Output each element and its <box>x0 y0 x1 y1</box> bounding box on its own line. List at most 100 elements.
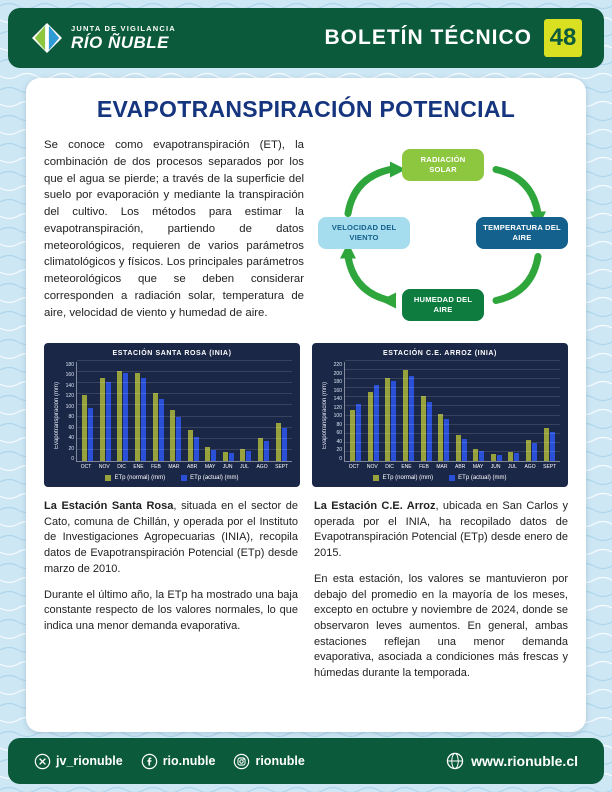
x-tick-label: JUL <box>508 464 517 470</box>
social-link-instagram[interactable]: rionuble <box>233 753 305 770</box>
bulletin-heading: BOLETÍN TÉCNICO 48 <box>325 19 582 57</box>
y-tick-label: 60 <box>68 424 74 431</box>
diagram-node-radiacion-solar: RADIACIÓN SOLAR <box>402 149 484 181</box>
y-tick-label: 60 <box>336 430 342 437</box>
y-tick-label: 180 <box>333 379 342 386</box>
y-tick-label: 20 <box>68 445 74 452</box>
bar-group <box>99 377 111 461</box>
diagram-node-humedad-aire: HUMEDAD DEL AIRE <box>402 289 484 321</box>
x-icon <box>34 753 51 769</box>
gridline <box>77 448 292 450</box>
org-name-line2: RÍO ÑUBLE <box>71 32 169 52</box>
bar-group <box>473 449 485 461</box>
gridline <box>345 378 560 380</box>
social-handle: rio.nuble <box>162 754 216 768</box>
bar-group <box>240 448 252 461</box>
x-tick-label: MAR <box>436 464 448 470</box>
legend-label: ETp (normal) (mm) <box>114 475 166 481</box>
y-tick-label: 0 <box>71 455 74 462</box>
bar-group <box>438 413 450 461</box>
y-tick-label: 120 <box>333 404 342 411</box>
bar <box>444 419 450 461</box>
x-tick-label: AGO <box>256 464 268 470</box>
legend-label: ETp (actual) (mm) <box>190 475 239 481</box>
bar-group <box>82 395 94 461</box>
y-tick-label: 80 <box>68 414 74 421</box>
gridline <box>77 371 292 373</box>
gridline <box>345 369 560 371</box>
bar <box>532 442 538 461</box>
article-paragraph: En esta estación, los valores se mantuvi… <box>314 572 568 680</box>
bar <box>403 370 409 461</box>
bar <box>490 453 496 461</box>
gridline <box>345 450 560 452</box>
bar <box>211 449 217 461</box>
gridline <box>345 423 560 425</box>
gridline <box>77 415 292 417</box>
bar-group <box>187 430 199 461</box>
bar <box>258 437 264 461</box>
chart-santa-rosa: ESTACIÓN SANTA ROSA (INIA) Evapotranspir… <box>44 343 300 487</box>
x-tick-label: OCT <box>80 464 92 470</box>
bar <box>240 448 246 461</box>
diagram-column: RADIACIÓN SOLAR TEMPERATURA DEL AIRE HUM… <box>318 137 568 333</box>
legend-item: ETp (normal) (mm) <box>105 475 165 481</box>
gridline <box>77 437 292 439</box>
bar-group <box>350 403 362 461</box>
gridline <box>345 414 560 416</box>
bar <box>514 452 520 461</box>
bar <box>82 395 88 461</box>
bar-group <box>170 409 182 461</box>
y-tick-label: 200 <box>333 370 342 377</box>
gridline <box>345 387 560 389</box>
bar <box>496 454 502 461</box>
header-bar: JUNTA DE VIGILANCIA RÍO ÑUBLE BOLETÍN TÉ… <box>8 8 604 68</box>
y-axis-label: Evapotranspiración (mm) <box>321 382 328 450</box>
bar-series <box>345 362 560 461</box>
bar <box>88 407 94 461</box>
gridline <box>345 396 560 398</box>
x-tick-label: SEPT <box>543 464 557 470</box>
x-tick-label: ENE <box>133 464 144 470</box>
bar <box>158 398 164 461</box>
gridline <box>345 441 560 443</box>
plot-area <box>344 360 560 462</box>
bar <box>222 452 228 461</box>
bar <box>409 375 415 461</box>
bar-group <box>403 370 415 461</box>
bar-group <box>526 440 538 461</box>
x-tick-label: NOV <box>366 464 378 470</box>
legend-swatch <box>105 475 112 481</box>
charts-section: ESTACIÓN SANTA ROSA (INIA) Evapotranspir… <box>44 343 568 487</box>
x-tick-label: NOV <box>98 464 110 470</box>
intro-section: Se conoce como evapotranspiración (ET), … <box>44 137 568 333</box>
article-lead: La Estación Santa Rosa <box>44 500 174 512</box>
bar <box>385 378 391 461</box>
bar <box>356 403 362 461</box>
x-tick-label: OCT <box>348 464 360 470</box>
bar <box>228 453 234 461</box>
article-santa-rosa: La Estación Santa Rosa, situada en el se… <box>44 499 298 682</box>
social-link-facebook[interactable]: rio.nuble <box>141 753 216 770</box>
x-tick-label: JUN <box>222 464 233 470</box>
bulletin-number-badge: 48 <box>544 19 582 57</box>
instagram-icon <box>234 753 250 769</box>
y-tick-label: 20 <box>336 447 342 454</box>
bar-group <box>385 378 397 461</box>
chart-title: ESTACIÓN SANTA ROSA (INIA) <box>112 350 232 357</box>
bar <box>479 451 485 461</box>
bar <box>426 401 432 461</box>
y-axis-ticks: 220 200 180 160 140 120 100 80 60 40 20 0 <box>329 362 344 462</box>
bar-group <box>205 447 217 461</box>
chart-legend: ETp (normal) (mm) ETp (actual) (mm) <box>320 475 560 481</box>
plot-area <box>76 360 292 462</box>
website-link[interactable]: www.rionuble.cl <box>446 752 578 770</box>
x-tick-label: MAY <box>472 464 484 470</box>
articles-section: La Estación Santa Rosa, situada en el se… <box>44 499 568 682</box>
bar <box>373 384 379 461</box>
chart-ce-arroz: ESTACIÓN C.E. ARROZ (INIA) Evapotranspir… <box>312 343 568 487</box>
gridline <box>77 426 292 428</box>
social-link-x[interactable]: jv_rionuble <box>34 753 123 770</box>
legend-item: ETp (normal) (mm) <box>373 475 433 481</box>
x-axis-ticks: OCT NOV DIC ENE FEB MAR ABR MAY JUN JUL AGO SEPT <box>345 462 560 470</box>
